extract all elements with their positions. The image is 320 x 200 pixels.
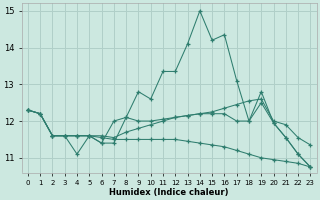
X-axis label: Humidex (Indice chaleur): Humidex (Indice chaleur) [109,188,229,197]
